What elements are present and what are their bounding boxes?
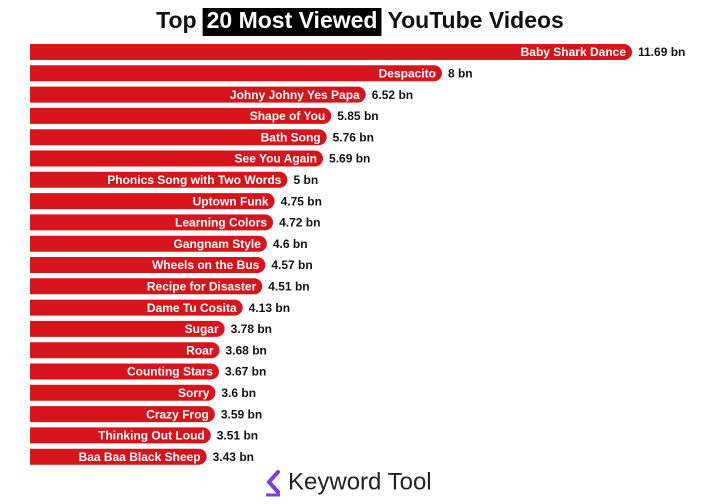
bar-label: Learning Colors (175, 216, 267, 230)
bar (30, 278, 263, 295)
bar-label: Baa Baa Black Sheep (79, 450, 201, 464)
bar-label: Sorry (178, 386, 210, 400)
value-label: 3.67 bn (225, 365, 266, 379)
chart-title: Top 20 Most Viewed YouTube Videos (156, 7, 564, 36)
bar-label: See You Again (235, 152, 317, 166)
value-label: 5.85 bn (337, 109, 378, 123)
title-part: Top (156, 7, 196, 33)
bar-label: Phonics Song with Two Words (107, 173, 282, 187)
bar (30, 107, 332, 124)
bar-label: Baby Shark Dance (521, 45, 627, 59)
bar-label: Thinking Out Loud (98, 429, 205, 443)
title-part: YouTube Videos (387, 7, 563, 33)
value-label: 3.51 bn (217, 429, 258, 443)
value-label: 8 bn (448, 66, 473, 80)
bar-label: Dame Tu Cosita (147, 301, 237, 315)
value-label: 4.13 bn (249, 301, 290, 315)
bar (30, 214, 274, 231)
value-label: 4.72 bn (279, 216, 320, 230)
value-label: 4.57 bn (271, 258, 312, 272)
value-label: 4.51 bn (268, 279, 309, 293)
brand-name: Keyword Tool (288, 468, 432, 495)
value-label: 3.43 bn (213, 450, 254, 464)
bar-label: Johny Johny Yes Papa (230, 88, 360, 102)
brand-logo (266, 470, 280, 494)
bar (30, 86, 366, 103)
value-label: 5.76 bn (333, 130, 374, 144)
value-label: 5.69 bn (329, 152, 370, 166)
value-label: 6.52 bn (372, 88, 413, 102)
bar (30, 427, 211, 444)
bar (30, 363, 219, 380)
value-label: 3.59 bn (221, 407, 262, 421)
bar-label: Bath Song (261, 130, 321, 144)
bar (30, 299, 243, 316)
bar (30, 384, 216, 401)
bar-label: Counting Stars (127, 365, 213, 379)
value-label: 5 bn (293, 173, 318, 187)
bar (30, 150, 324, 167)
title-highlight (202, 8, 382, 36)
bar-label: Recipe for Disaster (147, 279, 257, 293)
value-label: 11.69 bn (638, 45, 685, 59)
bar (30, 448, 207, 465)
value-label: 4.6 bn (273, 237, 308, 251)
bar-label: Crazy Frog (146, 407, 209, 421)
bar-label: Despacito (379, 66, 436, 80)
title-part: 20 Most Viewed (207, 7, 378, 33)
bar (30, 129, 327, 146)
bar (30, 235, 267, 252)
bar-label: Wheels on the Bus (152, 258, 260, 272)
bar-label: Roar (186, 343, 214, 357)
bar (30, 65, 442, 82)
bar (30, 257, 266, 273)
bar (30, 320, 225, 337)
value-label: 4.75 bn (281, 194, 322, 208)
bar-label: Uptown Funk (193, 194, 269, 208)
value-label: 3.78 bn (231, 322, 272, 336)
value-label: 3.6 bn (221, 386, 256, 400)
bar-label: Gangnam Style (174, 237, 262, 251)
bar (30, 171, 288, 188)
bar (30, 193, 275, 210)
bar (30, 44, 632, 60)
bar-label: Sugar (185, 322, 219, 336)
bar (30, 342, 220, 359)
bar-label: Shape of You (250, 109, 326, 123)
value-label: 3.68 bn (226, 343, 267, 357)
bar (30, 406, 215, 423)
